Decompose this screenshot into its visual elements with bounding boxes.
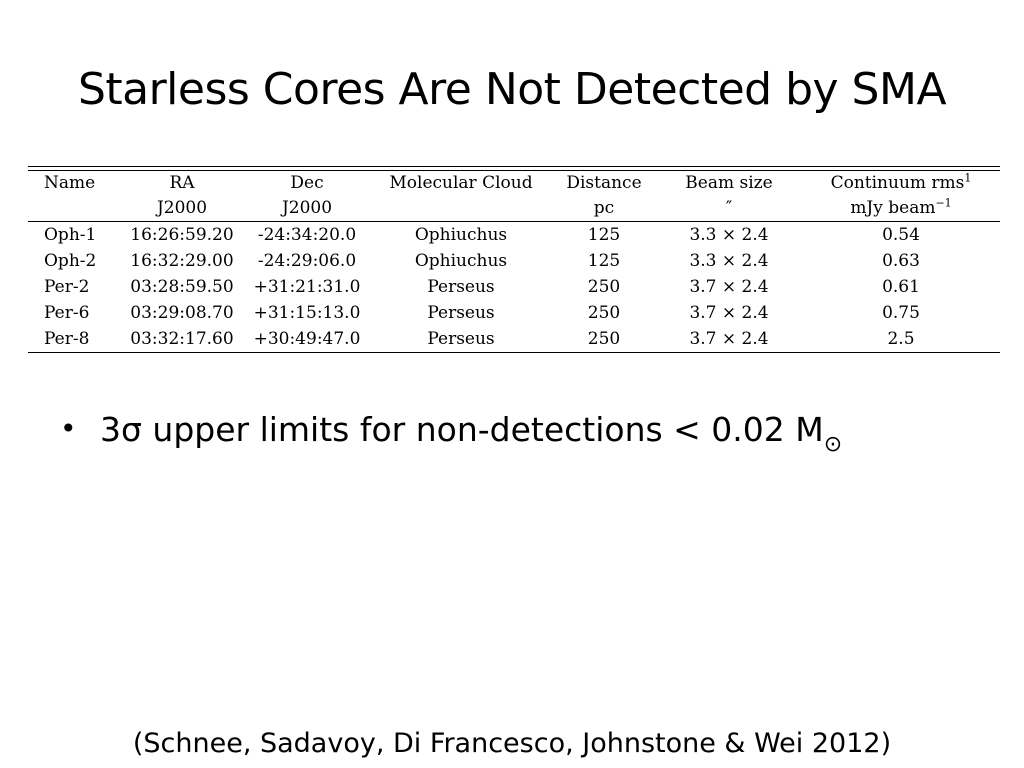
cell-rms: 0.63 (882, 251, 920, 271)
header-beam: Beam size (685, 173, 773, 193)
header-name: Name (44, 173, 96, 193)
cell-ra: 16:32:29.00 (130, 251, 234, 271)
header-rms-unit: mJy beam−1 (802, 196, 1000, 221)
table-row: Oph-2 16:32:29.00 -24:29:06.0 Ophiuchus 125 3… (28, 248, 1000, 274)
header-ra-unit: J2000 (156, 198, 208, 218)
cell-name: Per-8 (44, 329, 90, 349)
cell-dec: +31:21:31.0 (253, 277, 361, 297)
header-rms: Continuum rms1 (802, 171, 1000, 196)
header-name-unit (28, 196, 120, 221)
table-row: Per-2 03:28:59.50 +31:21:31.0 Perseus 250 3.7… (28, 274, 1000, 300)
cell-rms: 0.75 (882, 303, 920, 323)
cell-cloud: Ophiuchus (414, 251, 508, 271)
cell-name: Per-6 (44, 303, 90, 323)
header-rms-unit-label: mJy beam (850, 198, 936, 218)
table-header-units-row: J2000 J2000 pc ″ mJy beam−1 (28, 196, 1000, 221)
table-row: Per-6 03:29:08.70 +31:15:13.0 Perseus 250 3.7… (28, 300, 1000, 326)
cell-distance: 125 (587, 225, 621, 245)
header-rms-label: Continuum rms (830, 173, 965, 193)
table-bottom-rule (28, 352, 1000, 353)
cell-distance: 250 (587, 329, 621, 349)
cell-rms: 2.5 (887, 329, 915, 349)
header-dec-unit: J2000 (281, 198, 333, 218)
cell-name: Oph-2 (44, 251, 97, 271)
bullet-marker: • (60, 412, 77, 445)
header-rms-footnote: 1 (964, 171, 972, 185)
cell-distance: 125 (587, 251, 621, 271)
data-table: Name RA Dec Molecular Cloud Distance Bea… (28, 171, 1000, 352)
cell-ra: 03:32:17.60 (130, 329, 234, 349)
cell-dec: -24:34:20.0 (257, 225, 357, 245)
table-top-rule (28, 166, 1000, 171)
citation: (Schnee, Sadavoy, Di Francesco, Johnston… (132, 728, 892, 759)
header-rms-unit-exponent: −1 (935, 196, 952, 210)
table-header-row: Name RA Dec Molecular Cloud Distance Bea… (28, 171, 1000, 196)
header-dec: Dec (290, 173, 324, 193)
bullet-item: • 3σ upper limits for non-detections < 0.… (60, 410, 842, 457)
solar-mass-symbol: ⊙ (823, 432, 843, 457)
cell-cloud: Perseus (427, 303, 495, 323)
table-row: Per-8 03:32:17.60 +30:49:47.0 Perseus 250 3.7… (28, 326, 1000, 352)
header-ra: RA (169, 173, 195, 193)
slide-title: Starless Cores Are Not Detected by SMA (77, 64, 947, 115)
header-cloud: Molecular Cloud (389, 173, 533, 193)
cell-name: Oph-1 (44, 225, 97, 245)
cell-ra: 16:26:59.20 (130, 225, 234, 245)
cell-beam: 3.7 × 2.4 (689, 277, 769, 297)
table-row: Oph-1 16:26:59.20 -24:34:20.0 Ophiuchus 125 3… (28, 222, 1000, 248)
data-table-container: Name RA Dec Molecular Cloud Distance Bea… (28, 166, 1000, 353)
cell-cloud: Ophiuchus (414, 225, 508, 245)
table-body: Oph-1 16:26:59.20 -24:34:20.0 Ophiuchus 125 3… (28, 222, 1000, 352)
cell-ra: 03:28:59.50 (130, 277, 234, 297)
header-distance-unit: pc (593, 198, 615, 218)
cell-name: Per-2 (44, 277, 90, 297)
cell-distance: 250 (587, 303, 621, 323)
cell-cloud: Perseus (427, 277, 495, 297)
cell-beam: 3.7 × 2.4 (689, 329, 769, 349)
table-header-rule (28, 221, 1000, 222)
cell-dec: -24:29:06.0 (257, 251, 357, 271)
cell-rms: 0.54 (882, 225, 920, 245)
header-cloud-unit (370, 196, 552, 221)
cell-beam: 3.3 × 2.4 (689, 225, 769, 245)
cell-dec: +30:49:47.0 (253, 329, 361, 349)
cell-rms: 0.61 (882, 277, 920, 297)
header-beam-unit: ″ (725, 198, 733, 218)
cell-cloud: Perseus (427, 329, 495, 349)
cell-ra: 03:29:08.70 (130, 303, 234, 323)
cell-beam: 3.7 × 2.4 (689, 303, 769, 323)
cell-beam: 3.3 × 2.4 (689, 251, 769, 271)
bullet-text: 3σ upper limits for non-detections < 0.0… (100, 410, 824, 449)
cell-dec: +31:15:13.0 (253, 303, 361, 323)
header-distance: Distance (566, 173, 642, 193)
cell-distance: 250 (587, 277, 621, 297)
